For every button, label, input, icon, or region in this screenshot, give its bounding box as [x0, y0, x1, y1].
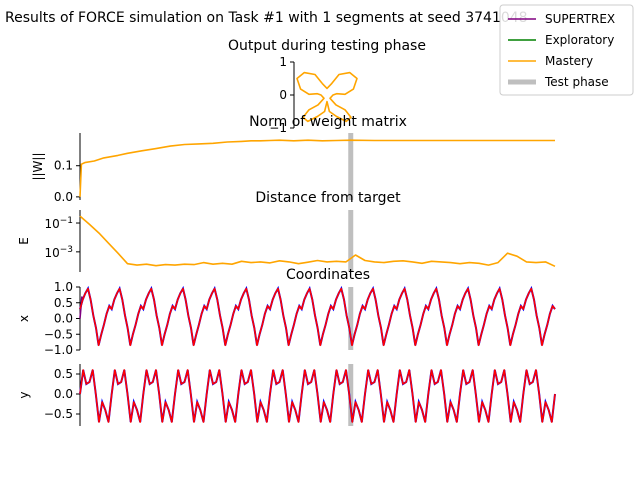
legend-label: Mastery [545, 54, 593, 68]
y-tick-label: 0.0 [54, 387, 73, 401]
series-mastery-line [79, 369, 556, 423]
y-tick-label: −1 [269, 121, 287, 135]
y-axis-label: E [17, 237, 31, 245]
subplot-2: Norm of weight matrix ||W|| 0.0 0.1 [31, 114, 555, 204]
y-tick-label: −0.5 [44, 407, 73, 421]
y-tick-label: 1.0 [54, 280, 73, 294]
legend: SUPERTREX Exploratory Mastery Test phase [499, 4, 634, 96]
y-axis-label: y [17, 391, 31, 398]
y-tick-label: −0.5 [44, 327, 73, 341]
y-tick-label: 0.0 [54, 190, 73, 204]
subplot-title: Output during testing phase [228, 38, 426, 54]
y-tick-label: 10−1 [44, 216, 73, 231]
series-mastery-line [79, 139, 555, 197]
y-tick-label: 0 [279, 88, 287, 102]
figure-title: Results of FORCE simulation on Task #1 w… [5, 10, 528, 26]
y-tick-label: 10−3 [44, 245, 73, 260]
y-tick-label: 1 [279, 55, 287, 69]
legend-box [499, 4, 634, 96]
subplot-5: y 0.5 0.0 −0.5 [17, 364, 556, 426]
series-mastery-line [79, 287, 556, 347]
legend-label: SUPERTREX [545, 12, 615, 26]
y-tick-label: 0.0 [54, 312, 73, 326]
y-tick-label: 0.5 [54, 296, 73, 310]
subplot-title: Distance from target [255, 190, 401, 206]
y-tick-label: −1.0 [44, 343, 73, 357]
subplot-4: Coordinates x 1.0 0.5 0.0−0.5 −1.0 [17, 267, 556, 357]
subplot-3: Distance from target E 10−1 10−3 [17, 190, 556, 272]
series-mastery-line [79, 215, 556, 268]
subplot-title: Coordinates [286, 267, 370, 283]
y-tick-label: 0.5 [54, 367, 73, 381]
target-line [79, 285, 556, 346]
y-tick-label: 0.1 [54, 159, 73, 173]
legend-label: Test phase [544, 75, 609, 89]
subplot-title: Norm of weight matrix [249, 114, 407, 130]
y-axis-label: ||W|| [31, 152, 45, 180]
legend-label: Exploratory [545, 33, 614, 47]
series-mastery-line [296, 71, 358, 123]
y-axis-label: x [17, 315, 31, 322]
